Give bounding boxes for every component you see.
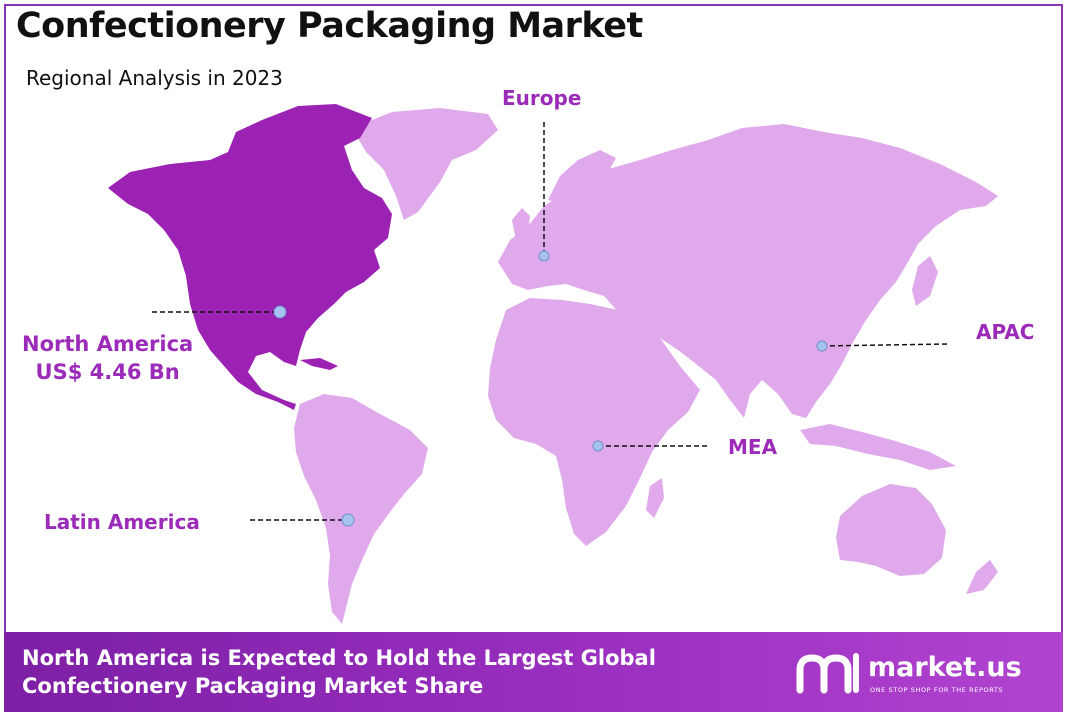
japan-shape [912,256,938,306]
north-america-shape [108,104,392,410]
latin-america-marker [341,513,355,527]
eurasia-shape [498,124,998,418]
page-subtitle: Regional Analysis in 2023 [26,66,283,90]
caribbean-shape [300,358,338,370]
greenland-shape [352,108,498,220]
europe-marker [538,250,550,262]
brand-block: market.us ONE STOP SHOP FOR THE REPORTS [790,648,1050,698]
europe-label: Europe [502,86,582,110]
south-america-shape [294,394,428,624]
new-zealand-shape [966,560,998,594]
footer-line-2: Confectionery Packaging Market Share [22,674,484,698]
page-title: Confectionery Packaging Market [16,6,643,46]
north-america-marker [273,305,287,319]
scandinavia-shape [548,150,616,206]
apac-marker [816,340,828,352]
africa-shape [488,298,700,546]
apac-leader [821,343,949,347]
latin-america-label: Latin America [44,510,200,534]
brand-tagline: ONE STOP SHOP FOR THE REPORTS [870,686,1004,694]
north-america-label: North America US$ 4.46 Bn [22,330,193,386]
mea-marker [592,440,604,452]
market-us-logo-icon [796,653,859,694]
north-america-value: US$ 4.46 Bn [35,360,180,384]
footer-text: North America is Expected to Hold the La… [22,644,656,700]
mea-label: MEA [728,435,778,459]
madagascar-shape [646,478,664,518]
southeast-asia-islands-shape [800,424,956,470]
brand-name: market.us [868,652,1022,683]
australia-shape [836,484,946,576]
uk-shape [512,208,530,240]
north-america-name: North America [22,332,194,356]
footer-banner: North America is Expected to Hold the La… [4,632,1063,712]
apac-label: APAC [976,320,1035,344]
footer-line-1: North America is Expected to Hold the La… [22,646,656,670]
